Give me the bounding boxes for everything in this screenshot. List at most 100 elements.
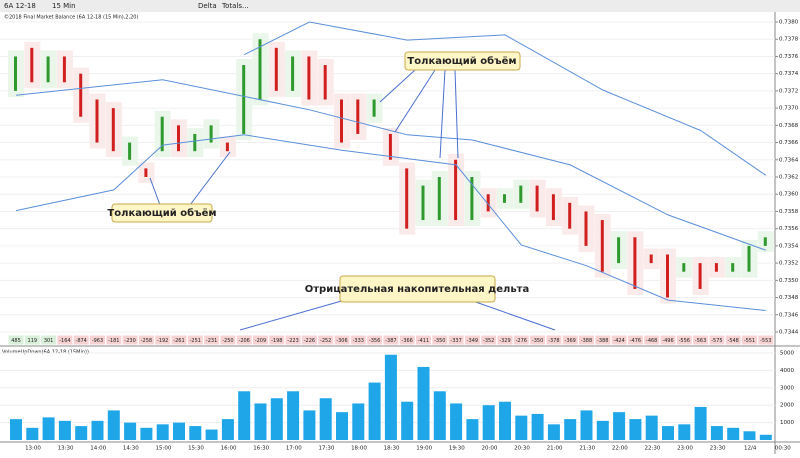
candle-body: [666, 254, 669, 298]
candle-body: [372, 99, 376, 117]
y-tick-label: 1000: [780, 420, 794, 426]
candle-body: [405, 168, 409, 229]
totals[interactable]: Totals...: [221, 2, 249, 10]
band-line: [243, 21, 767, 176]
candle-body: [62, 56, 66, 83]
x-tick-label: 00:30: [775, 446, 791, 452]
delta-value: -329: [499, 338, 510, 344]
callout-box: [339, 275, 496, 303]
candle-body: [323, 65, 327, 100]
y-tick-label: 3000: [780, 385, 794, 391]
volume-bar: [417, 366, 430, 440]
volume-bar: [189, 426, 202, 440]
volume-bar: [564, 419, 577, 440]
interval[interactable]: 15 Min: [52, 2, 76, 10]
volume-bar: [482, 405, 495, 440]
y-tick-label: 5000: [780, 351, 794, 357]
candle-body: [274, 47, 278, 91]
delta-value: 119: [28, 338, 38, 344]
y-tick-label: 0.7380: [779, 20, 799, 26]
volume-bar: [433, 391, 446, 440]
delta-value: -250: [222, 338, 233, 344]
x-tick-label: 14:00: [90, 446, 106, 452]
toolbar: [0, 0, 800, 12]
volume-bar: [319, 398, 332, 440]
delta-value: -388: [581, 338, 592, 344]
volume-bar: [596, 420, 609, 440]
candle-body: [356, 99, 360, 134]
delta-value: -258: [141, 338, 152, 344]
candle-body: [633, 237, 637, 289]
candle-body: [388, 133, 392, 160]
volume-bar: [580, 410, 593, 440]
delta-value: -198: [271, 338, 282, 344]
volume-bar: [238, 391, 251, 440]
candle-body: [470, 177, 474, 221]
y-tick-label: 0.7362: [779, 175, 798, 181]
y-tick-label: 2000: [780, 403, 794, 409]
delta-value: -251: [190, 338, 201, 344]
x-tick-label: 23:00: [677, 446, 693, 452]
candle-body: [568, 202, 572, 229]
volume-bar: [42, 417, 55, 440]
candle-body: [258, 39, 262, 100]
volume-bar: [270, 398, 283, 440]
delta-value: -963: [92, 338, 103, 344]
x-tick-label: 17:30: [318, 446, 334, 452]
candle-body: [714, 263, 718, 272]
volume-bar: [156, 424, 169, 440]
x-tick-label: 14:30: [123, 446, 139, 452]
delta-value: -468: [646, 338, 657, 344]
delta-value: -476: [630, 338, 641, 344]
y-tick-label: 0.7368: [779, 123, 799, 129]
volume-bar: [173, 422, 185, 440]
candle-body: [242, 65, 246, 134]
delta-value: -206: [239, 338, 250, 344]
candle-body: [698, 263, 702, 289]
volume-bar: [629, 419, 642, 440]
y-tick-label: 0.7378: [779, 37, 799, 43]
candle-body: [79, 73, 83, 117]
delta-value: -874: [76, 338, 87, 344]
candle-body: [307, 56, 311, 100]
volume-bar: [107, 410, 120, 440]
volume-bar: [759, 434, 772, 440]
x-tick-label: 16:00: [221, 446, 237, 452]
y-tick-label: 0.7364: [779, 157, 799, 163]
callout: Толкающий объём: [407, 55, 516, 67]
volume-bar: [499, 401, 511, 440]
x-tick-label: 12/4: [744, 446, 757, 452]
y-tick-label: 0.7376: [779, 54, 799, 60]
delta-value: 485: [11, 338, 21, 344]
candle-body: [421, 185, 425, 221]
delta-value: -350: [434, 338, 445, 344]
candle-body: [649, 254, 653, 264]
candle-body: [128, 142, 132, 160]
volume-bar: [613, 412, 626, 440]
y-tick-label: 0.7354: [779, 243, 799, 249]
candle-body: [731, 263, 735, 272]
study[interactable]: Delta: [198, 2, 217, 10]
y-tick-label: 0.7346: [779, 312, 799, 318]
delta-value: -387: [385, 338, 396, 344]
delta-value: -349: [467, 338, 478, 344]
candle-body: [763, 237, 767, 246]
instrument[interactable]: 6A 12-18: [4, 2, 36, 10]
volume-bar: [58, 420, 71, 440]
candle-body: [503, 194, 506, 203]
candle-body: [30, 47, 34, 83]
x-tick-label: 13:00: [25, 446, 41, 452]
volume-bar: [743, 431, 756, 440]
candle-body: [14, 56, 17, 91]
delta-value: 301: [44, 338, 54, 344]
candle-body: [437, 177, 441, 221]
x-tick-label: 20:30: [514, 446, 530, 452]
candle-body: [551, 194, 555, 221]
y-tick-label: 0.7370: [779, 106, 799, 112]
candle-body: [454, 159, 458, 221]
volume-bar: [287, 391, 300, 440]
candle-body: [682, 263, 686, 272]
candle-body: [600, 220, 604, 272]
